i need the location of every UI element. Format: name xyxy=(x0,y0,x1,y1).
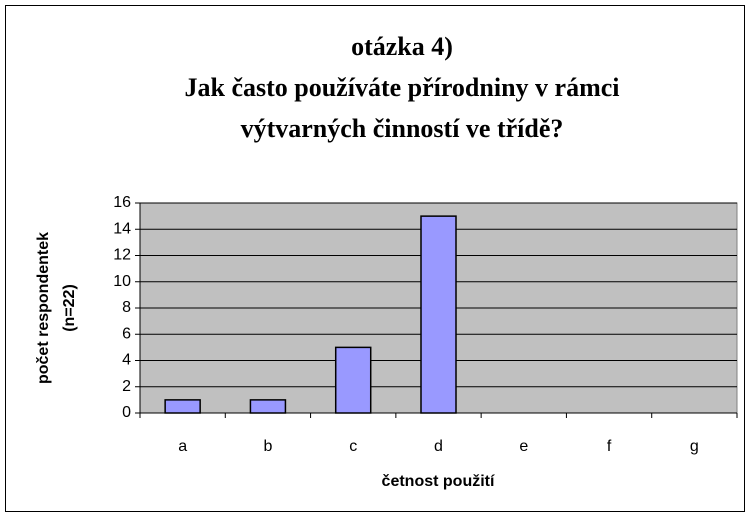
x-tick-label: d xyxy=(434,438,443,455)
x-tick-label: e xyxy=(519,438,528,455)
chart-title: otázka 4) xyxy=(351,32,453,61)
x-tick-label: c xyxy=(349,438,357,455)
y-tick-label: 4 xyxy=(122,352,131,369)
y-tick-label: 10 xyxy=(113,273,131,290)
bar xyxy=(249,399,287,414)
bar xyxy=(334,346,372,414)
y-tick-label: 16 xyxy=(113,194,131,211)
x-axis-title: četnost použití xyxy=(382,473,495,490)
y-tick-label: 2 xyxy=(122,378,131,395)
x-tick-label: f xyxy=(607,438,612,455)
x-tick-label: b xyxy=(263,438,272,455)
x-tick-label: a xyxy=(178,438,187,455)
y-tick-label: 0 xyxy=(122,404,131,421)
y-tick-label: 12 xyxy=(113,247,131,264)
chart-title: Jak často používáte přírodniny v rámci xyxy=(184,73,619,102)
y-tick-label: 6 xyxy=(122,325,131,342)
y-tick-label: 8 xyxy=(122,299,131,316)
bar xyxy=(420,215,457,414)
chart-title: výtvarných činností ve třídě? xyxy=(241,114,564,143)
y-tick-label: 14 xyxy=(113,220,131,237)
y-axis-title: (n=22) xyxy=(61,284,78,332)
x-tick-label: g xyxy=(690,438,699,455)
y-axis-title: počet respondentek xyxy=(35,232,52,384)
bar xyxy=(164,399,201,414)
